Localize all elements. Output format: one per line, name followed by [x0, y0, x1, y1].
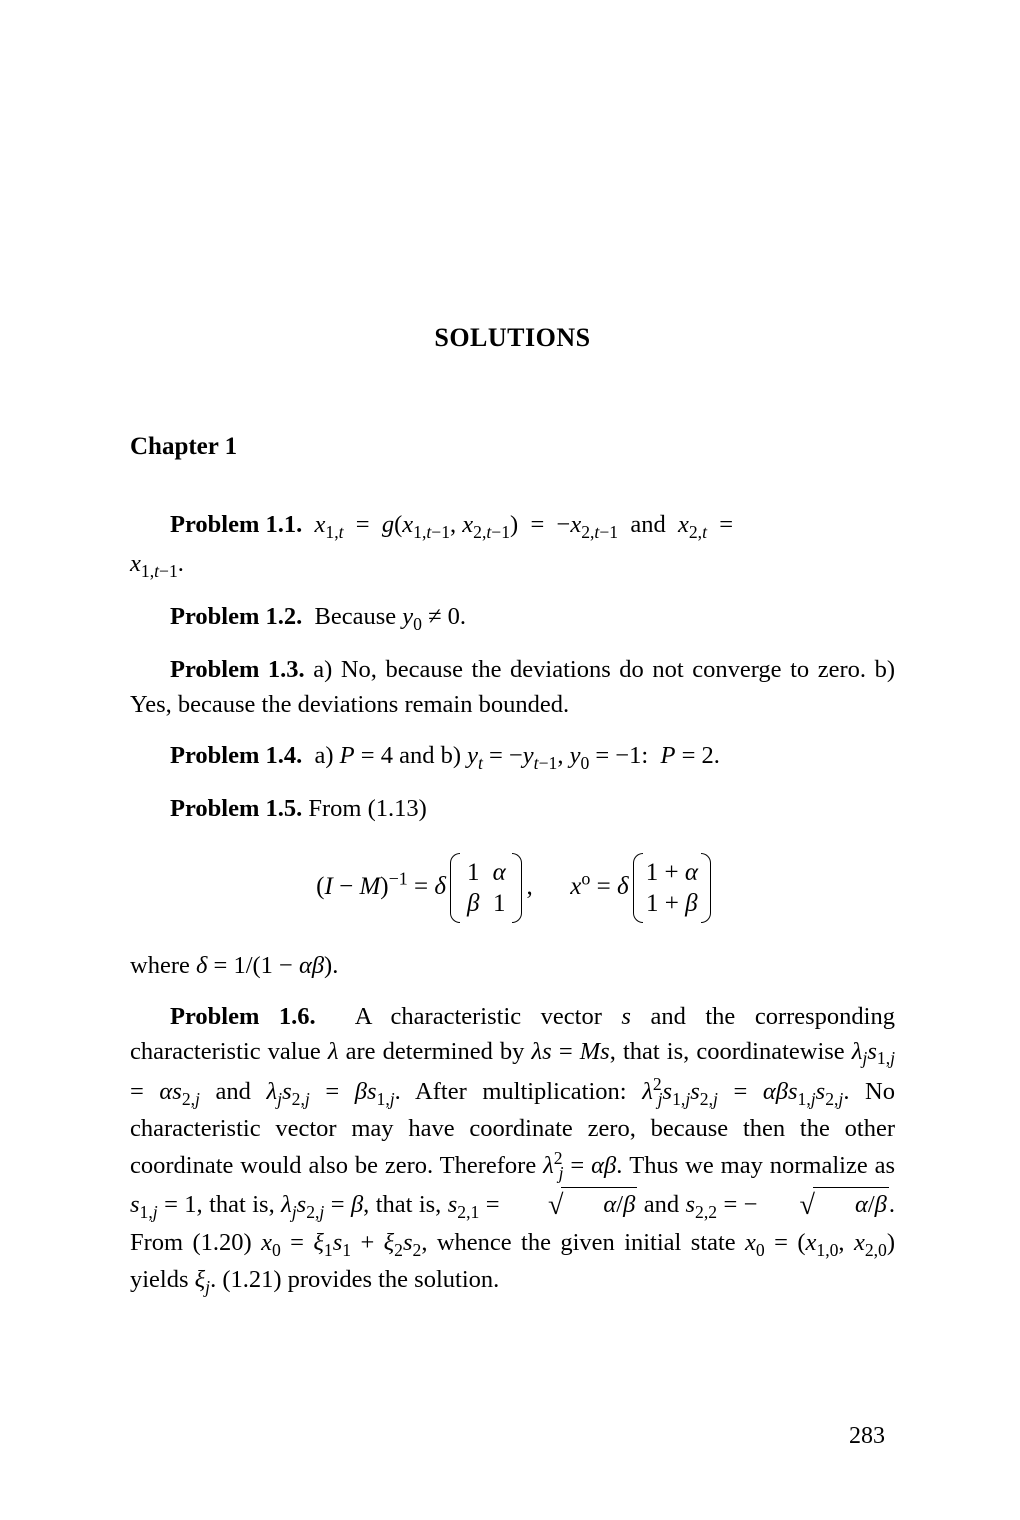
problem-1-1-cont: x1,t−1.	[130, 547, 895, 584]
chapter-heading: Chapter 1	[130, 429, 895, 465]
page-content: SOLUTIONS Chapter 1 Problem 1.1. x1,t = …	[0, 0, 1020, 1300]
problem-label: Problem 1.6.	[170, 1003, 316, 1030]
problem-label: Problem 1.3.	[170, 656, 305, 683]
where-line: where δ = 1/(1 − αβ).	[130, 949, 895, 984]
problem-1-2: Problem 1.2. Because y0 ≠ 0.	[130, 600, 895, 637]
page-title: SOLUTIONS	[130, 320, 895, 357]
page-number: 283	[849, 1423, 885, 1450]
problem-1-6: Problem 1.6. A characteristic vector s a…	[130, 1000, 895, 1301]
problem-1-3: Problem 1.3. a) No, because the deviatio…	[130, 653, 895, 723]
problem-body: From (1.13)	[302, 795, 427, 822]
equation-1-5: (I − M)−1 = δ 1α β1 , xo = δ 1 + α 1 + β	[130, 857, 895, 920]
problem-1-4: Problem 1.4. a) P = 4 and b) yt = −yt−1,…	[130, 739, 895, 776]
problem-1-5: Problem 1.5. From (1.13)	[130, 792, 895, 827]
problem-label: Problem 1.2.	[170, 603, 302, 630]
problem-1-1: Problem 1.1. x1,t = g(x1,t−1, x2,t−1) = …	[130, 508, 895, 545]
problem-label: Problem 1.4.	[170, 742, 302, 769]
problem-label: Problem 1.5.	[170, 795, 302, 822]
problem-label: Problem 1.1.	[170, 511, 302, 538]
